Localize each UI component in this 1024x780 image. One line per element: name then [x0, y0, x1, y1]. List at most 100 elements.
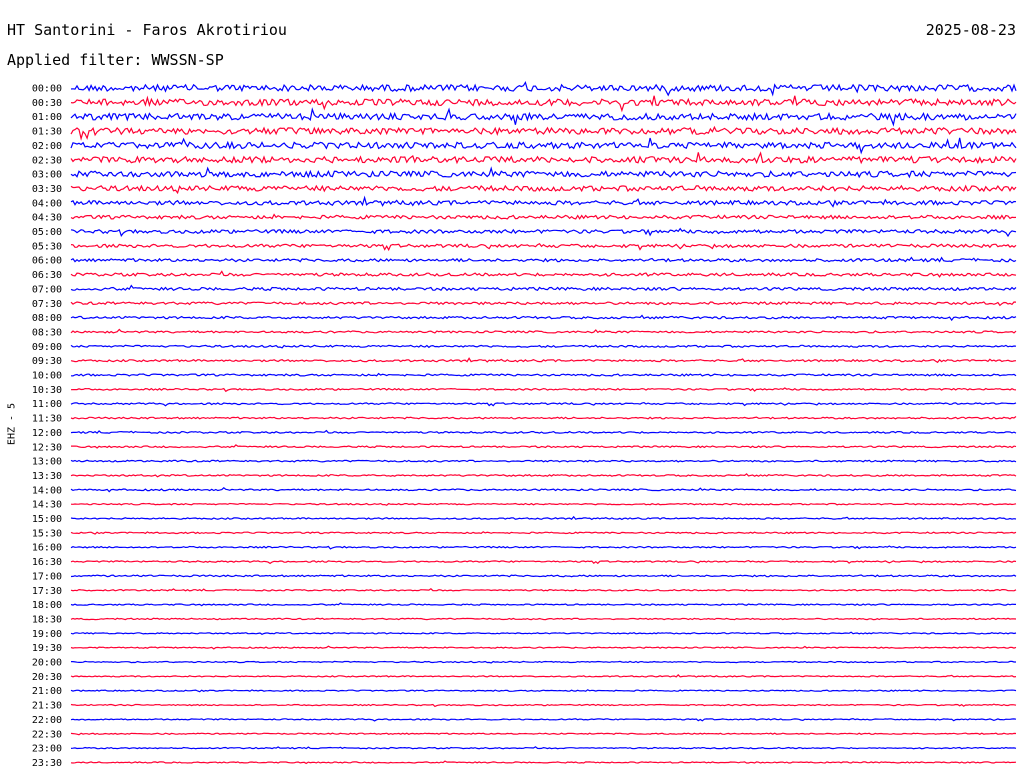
trace-row	[70, 125, 1017, 141]
trace-row	[70, 81, 1017, 97]
trace-row	[70, 574, 1017, 578]
trace-row	[70, 531, 1017, 535]
row-time-label: 03:30	[32, 184, 62, 195]
row-time-label: 12:30	[32, 442, 62, 453]
row-time-label: 16:00	[32, 543, 62, 554]
trace-row	[70, 674, 1017, 678]
row-time-label: 18:30	[32, 614, 62, 625]
row-time-label: 00:30	[32, 98, 62, 109]
trace-row	[70, 545, 1017, 550]
trace-row	[70, 746, 1017, 750]
trace-row	[70, 314, 1017, 322]
row-time-label: 19:00	[32, 629, 62, 640]
trace-row	[70, 95, 1017, 113]
trace-row	[70, 473, 1017, 478]
trace-row	[70, 631, 1017, 635]
row-time-label: 15:30	[32, 528, 62, 539]
row-time-label: 22:00	[32, 715, 62, 726]
trace-row	[70, 242, 1017, 252]
trace-row	[70, 184, 1017, 195]
row-time-label: 13:30	[32, 471, 62, 482]
row-time-label: 20:00	[32, 658, 62, 669]
row-time-label: 09:00	[32, 342, 62, 353]
trace-row	[70, 617, 1017, 621]
trace-row	[70, 401, 1017, 407]
row-time-label: 08:30	[32, 327, 62, 338]
trace-row	[70, 227, 1017, 238]
row-time-label: 17:30	[32, 586, 62, 597]
row-time-label: 23:30	[32, 758, 62, 769]
trace-row	[70, 270, 1017, 278]
trace-row	[70, 459, 1017, 463]
trace-row	[70, 301, 1017, 307]
row-time-label: 08:00	[32, 313, 62, 324]
row-time-label: 10:30	[32, 385, 62, 396]
trace-row	[70, 502, 1017, 506]
trace-row	[70, 645, 1017, 650]
trace-row	[70, 429, 1017, 434]
row-time-label: 13:00	[32, 457, 62, 468]
row-time-label: 07:00	[32, 284, 62, 295]
row-time-label: 04:00	[32, 198, 62, 209]
row-time-label: 17:00	[32, 571, 62, 582]
row-time-label: 16:30	[32, 557, 62, 568]
trace-row	[70, 344, 1017, 349]
trace-row	[70, 195, 1017, 208]
row-time-label: 14:30	[32, 500, 62, 511]
row-time-label: 22:30	[32, 729, 62, 740]
trace-row	[70, 387, 1017, 393]
row-time-label: 07:30	[32, 299, 62, 310]
row-time-label: 03:00	[32, 170, 62, 181]
trace-row	[70, 166, 1017, 179]
station-title: HT Santorini - Faros Akrotiriou	[7, 21, 287, 39]
filter-label: Applied filter: WWSSN-SP	[7, 51, 224, 69]
trace-row	[70, 588, 1017, 592]
trace-row	[70, 760, 1017, 765]
trace-row	[70, 689, 1017, 693]
row-time-label: 01:30	[32, 127, 62, 138]
trace-row	[70, 357, 1017, 364]
row-time-label: 05:00	[32, 227, 62, 238]
row-time-label: 12:00	[32, 428, 62, 439]
row-time-label: 05:30	[32, 241, 62, 252]
trace-row	[70, 703, 1017, 708]
date-label: 2025-08-23	[925, 21, 1016, 39]
trace-row	[70, 487, 1017, 493]
row-time-label: 00:00	[32, 84, 62, 95]
row-time-label: 02:00	[32, 141, 62, 152]
row-time-label: 21:00	[32, 686, 62, 697]
trace-row	[70, 416, 1017, 420]
trace-row	[70, 213, 1017, 220]
row-time-label: 19:30	[32, 643, 62, 654]
row-time-label: 09:30	[32, 356, 62, 367]
row-time-label: 23:00	[32, 744, 62, 755]
row-time-label: 20:30	[32, 672, 62, 683]
row-time-label: 15:00	[32, 514, 62, 525]
row-time-label: 01:00	[32, 112, 62, 123]
trace-row	[71, 660, 1016, 664]
row-time-label: 18:00	[32, 600, 62, 611]
trace-row	[70, 151, 1017, 165]
row-time-label: 14:00	[32, 485, 62, 496]
row-time-label: 11:00	[32, 399, 62, 410]
trace-row	[70, 559, 1017, 565]
row-time-label: 11:30	[32, 414, 62, 425]
row-time-label: 06:30	[32, 270, 62, 281]
trace-row	[70, 256, 1017, 263]
trace-row	[71, 444, 1017, 449]
row-time-label: 21:30	[32, 701, 62, 712]
trace-row	[70, 717, 1017, 722]
row-time-label: 06:00	[32, 256, 62, 267]
row-time-label: 04:30	[32, 213, 62, 224]
trace-row	[70, 602, 1016, 607]
row-time-label: 02:30	[32, 155, 62, 166]
trace-row	[70, 372, 1017, 377]
trace-row	[70, 284, 1017, 292]
trace-row	[70, 732, 1017, 736]
trace-row	[70, 328, 1017, 334]
trace-row	[70, 107, 1017, 127]
trace-row	[70, 515, 1017, 521]
trace-row	[70, 137, 1017, 155]
row-time-label: 10:00	[32, 371, 62, 382]
